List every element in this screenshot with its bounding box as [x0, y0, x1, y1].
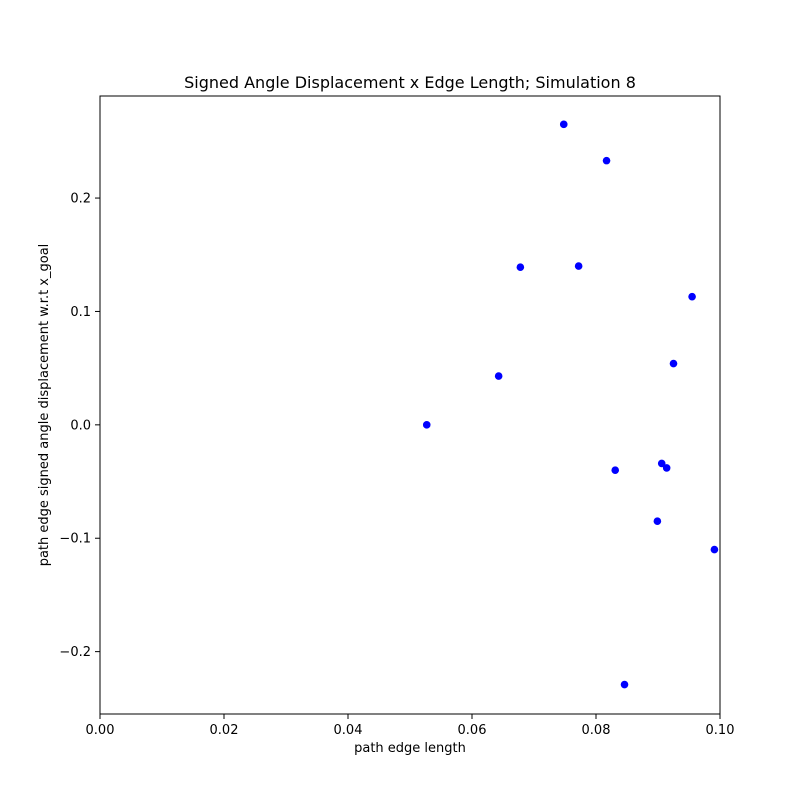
- data-point: [688, 292, 696, 301]
- data-point: [494, 372, 503, 380]
- y-axis-ticks: −0.2 −0.1 0.0 0.1 0.2: [59, 192, 100, 660]
- y-tick-label: 0.0: [70, 418, 91, 433]
- x-tick-label: 0.06: [458, 723, 487, 738]
- data-point: [662, 464, 671, 472]
- plot-area-frame: [99, 95, 721, 715]
- data-point: [653, 517, 662, 526]
- data-point: [516, 263, 525, 272]
- y-tick-label: −0.2: [59, 645, 91, 660]
- data-point: [657, 459, 666, 468]
- data-point: [669, 359, 678, 368]
- data-points: [422, 120, 719, 689]
- chart-title: Signed Angle Displacement x Edge Length;…: [184, 73, 636, 92]
- x-axis-ticks: 0.00 0.02 0.04 0.06 0.08 0.10: [86, 714, 735, 738]
- y-tick-label: 0.1: [70, 305, 91, 320]
- x-tick-label: 0.04: [334, 723, 363, 738]
- data-point: [422, 421, 431, 429]
- data-point: [710, 545, 719, 554]
- x-axis-label: path edge length: [354, 741, 466, 756]
- x-tick-label: 0.10: [706, 723, 735, 738]
- data-point: [620, 680, 629, 689]
- data-point: [602, 156, 611, 165]
- x-tick-label: 0.00: [86, 723, 115, 738]
- data-point: [559, 120, 568, 129]
- x-tick-label: 0.08: [582, 723, 611, 738]
- y-tick-label: 0.2: [70, 192, 91, 207]
- data-point: [611, 466, 620, 475]
- y-axis-label: path edge signed angle displacement w.r.…: [37, 244, 52, 567]
- data-point: [574, 262, 583, 270]
- y-tick-label: −0.1: [59, 532, 91, 547]
- x-tick-label: 0.02: [210, 723, 239, 738]
